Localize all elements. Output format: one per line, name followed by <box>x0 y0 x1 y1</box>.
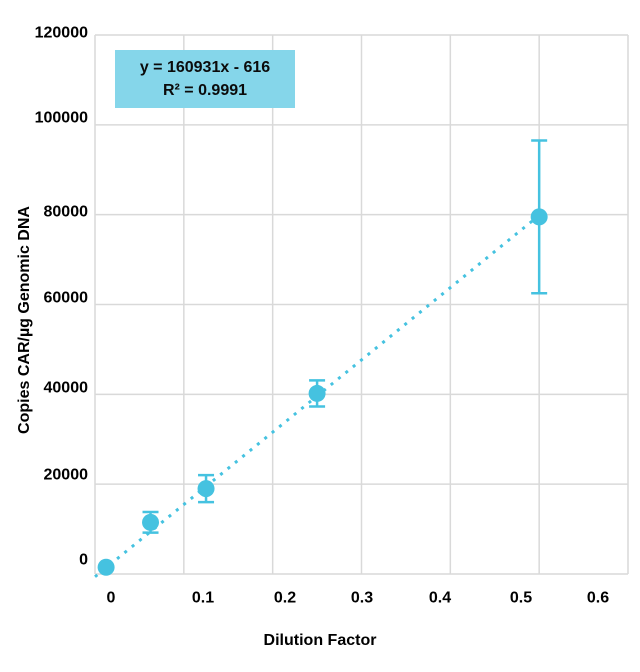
x-tick-label: 0.3 <box>351 590 373 607</box>
y-axis-title: Copies CAR/µg Genomic DNA <box>16 206 33 434</box>
data-points <box>97 208 548 576</box>
x-tick-label: 0 <box>107 590 116 607</box>
x-tick-labels: 0 0.1 0.2 0.3 0.4 0.5 0.6 <box>107 590 610 607</box>
x-tick-label: 0.6 <box>587 590 609 607</box>
error-bars <box>142 139 548 534</box>
x-axis-title: Dilution Factor <box>263 632 377 649</box>
data-point <box>97 558 115 576</box>
x-tick-label: 0.4 <box>429 590 451 607</box>
r-squared-text: R² = 0.9991 <box>162 82 248 99</box>
equation-text: y = 160931x - 616 <box>139 59 271 76</box>
y-tick-label: 100000 <box>35 110 88 127</box>
y-tick-label: 80000 <box>44 204 89 221</box>
y-tick-labels: 0 20000 40000 60000 80000 100000 120000 <box>35 25 88 569</box>
x-tick-label: 0.5 <box>510 590 532 607</box>
y-tick-label: 0 <box>79 552 88 569</box>
equation-box: y = 160931x - 616 R² = 0.9991 <box>115 50 295 108</box>
y-tick-label: 60000 <box>44 290 89 307</box>
x-tick-label: 0.1 <box>192 590 214 607</box>
y-tick-label: 40000 <box>44 380 89 397</box>
x-tick-label: 0.2 <box>274 590 296 607</box>
y-tick-label: 20000 <box>44 467 89 484</box>
data-point <box>530 208 548 226</box>
y-tick-label: 120000 <box>35 25 88 42</box>
data-point <box>142 513 160 531</box>
data-point <box>197 480 215 498</box>
gridlines <box>94 34 629 575</box>
data-point <box>308 384 326 402</box>
